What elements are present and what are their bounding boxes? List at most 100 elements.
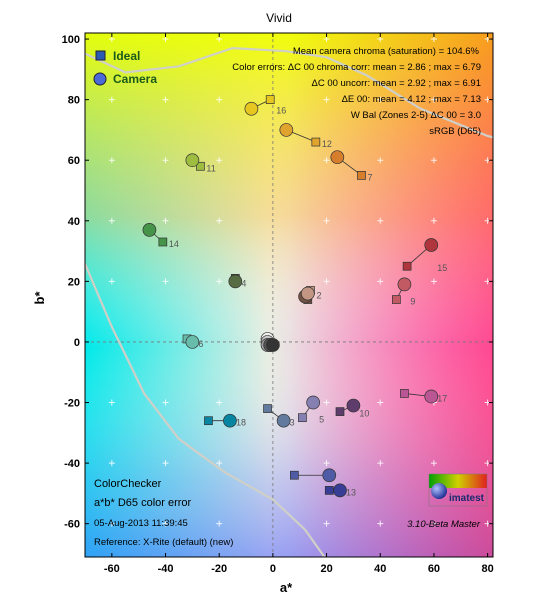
camera-point (424, 389, 439, 404)
grid-plus (430, 96, 437, 103)
ideal-point (265, 95, 275, 104)
camera-point (346, 398, 361, 413)
y-tick-label: -60 (64, 519, 80, 531)
info-line-1: ColorChecker (94, 478, 162, 490)
grid-plus (216, 96, 223, 103)
grid-plus (108, 399, 115, 406)
camera-point (142, 223, 157, 237)
grid-plus (430, 36, 437, 43)
camera-point (228, 274, 243, 289)
x-tick-label: 20 (320, 563, 332, 575)
patch-label: 3 (290, 418, 295, 428)
legend-camera-marker (93, 72, 107, 86)
camera-point (300, 286, 315, 301)
patch-label: 12 (322, 139, 332, 149)
grid-plus (162, 157, 169, 164)
stat-line-6: sRGB (D65) (429, 126, 481, 137)
grid-plus (430, 520, 437, 527)
grid-plus (162, 399, 169, 406)
ideal-point (402, 261, 412, 271)
grid-plus (108, 36, 115, 43)
plus-grid (108, 36, 491, 527)
grid-plus (323, 157, 330, 164)
x-tick-label: -60 (104, 563, 120, 575)
grid-plus (323, 460, 330, 467)
x-tick-label: -20 (211, 563, 227, 575)
imatest-logo: imatest (428, 473, 488, 507)
grid-plus (108, 278, 115, 285)
grid-plus (377, 520, 384, 527)
grid-plus (323, 96, 330, 103)
chart-title: Vivid (266, 11, 292, 25)
ideal-point (324, 486, 334, 495)
camera-point (276, 413, 291, 428)
ideal-point (392, 295, 401, 304)
camera-point (330, 150, 345, 165)
ideal-point (204, 416, 213, 426)
grid-plus (216, 217, 223, 224)
camera-point (333, 483, 347, 498)
grid-plus (216, 460, 223, 467)
x-tick-label: -40 (158, 563, 174, 575)
y-tick-label: 20 (68, 276, 80, 288)
grid-plus (216, 278, 223, 285)
x-axis-label: a* (280, 580, 293, 595)
camera-point (306, 395, 321, 410)
ideal-point (400, 389, 409, 398)
gamut-line-top (85, 46, 493, 139)
plot-area: 2 3 4 5 6 7 9 10 11 12 13 14 15 16 17 18 (85, 33, 493, 557)
patch-label: 5 (319, 415, 324, 425)
grid-plus (377, 96, 384, 103)
legend-ideal-label: Ideal (113, 49, 140, 63)
camera-point (185, 335, 200, 349)
chart-info: ColorChecker a*b* D65 color error 05-Aug… (94, 478, 233, 548)
stat-line-5: W Bal (Zones 2-5) ΔC 00 = 3.0 (351, 110, 481, 121)
camera-point (223, 413, 237, 428)
logo-ball-icon (431, 483, 447, 499)
camera-point (397, 277, 412, 292)
version-label: 3.10-Beta Master (407, 519, 481, 530)
y-tick-label: 40 (68, 216, 80, 228)
y-tick-label: -20 (64, 398, 80, 410)
grid-plus (162, 36, 169, 43)
logo-frame (428, 473, 488, 507)
grid-plus (430, 278, 437, 285)
grid-plus (216, 157, 223, 164)
grid-plus (108, 157, 115, 164)
axis-ticks: -60 -40 -20 0 20 40 60 80 -60 -40 -20 0 20 40 60 80 100 (62, 33, 494, 575)
legend-ideal-marker (95, 50, 106, 61)
grid-plus (430, 460, 437, 467)
grid-plus (162, 96, 169, 103)
patch-label: 18 (236, 418, 246, 428)
camera-point (266, 338, 280, 352)
grid-plus (323, 520, 330, 527)
stat-line-2: Color errors: ΔC 00 chroma corr: mean = … (232, 62, 481, 73)
grid-plus (377, 460, 384, 467)
grid-plus (162, 520, 169, 527)
patch-label: 10 (359, 409, 369, 419)
patch-label: 11 (206, 163, 215, 173)
patch-label: 17 (437, 393, 447, 403)
patch-labels: 2 3 4 5 6 7 9 10 11 12 13 14 15 16 17 18 (169, 106, 447, 498)
x-tick-label: 60 (428, 563, 440, 575)
gamut-line-left (85, 260, 326, 557)
patch-label: 7 (367, 172, 372, 182)
grid-plus (108, 217, 115, 224)
camera-point (424, 238, 439, 252)
camera-point (185, 153, 200, 168)
stat-line-1: Mean camera chroma (saturation) = 104.6% (293, 46, 480, 57)
info-timestamp: 05-Aug-2013 11:39:45 (94, 518, 188, 529)
logo-text: imatest (449, 493, 485, 504)
ideal-point (335, 407, 345, 416)
gamut-boundary (85, 46, 493, 557)
patch-label: 2 (316, 290, 321, 300)
ideal-point (357, 171, 366, 180)
ideal-point (158, 237, 168, 247)
grid-plus (216, 36, 223, 43)
grid-plus (323, 278, 330, 285)
grid-plus (377, 217, 384, 224)
zero-lines (85, 33, 493, 557)
grid-plus (323, 217, 330, 224)
y-tick-label: 100 (62, 34, 80, 46)
